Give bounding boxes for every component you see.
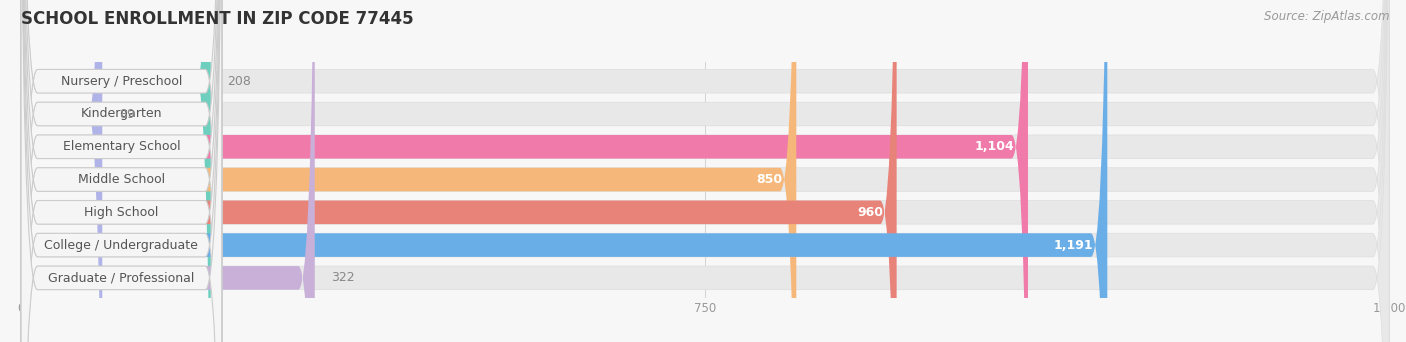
Text: Kindergarten: Kindergarten — [80, 107, 162, 120]
FancyBboxPatch shape — [21, 0, 211, 342]
Text: 960: 960 — [856, 206, 883, 219]
Text: Source: ZipAtlas.com: Source: ZipAtlas.com — [1264, 10, 1389, 23]
Text: 322: 322 — [332, 271, 354, 285]
FancyBboxPatch shape — [21, 0, 222, 342]
Text: SCHOOL ENROLLMENT IN ZIP CODE 77445: SCHOOL ENROLLMENT IN ZIP CODE 77445 — [21, 10, 413, 28]
Text: College / Undergraduate: College / Undergraduate — [45, 239, 198, 252]
FancyBboxPatch shape — [21, 0, 1389, 342]
FancyBboxPatch shape — [21, 0, 222, 342]
FancyBboxPatch shape — [21, 0, 1389, 342]
FancyBboxPatch shape — [21, 0, 1389, 342]
Text: Graduate / Professional: Graduate / Professional — [48, 271, 194, 285]
Text: Nursery / Preschool: Nursery / Preschool — [60, 75, 183, 88]
Text: 850: 850 — [756, 173, 783, 186]
Text: High School: High School — [84, 206, 159, 219]
FancyBboxPatch shape — [21, 0, 222, 342]
FancyBboxPatch shape — [21, 0, 1389, 342]
Text: 89: 89 — [118, 107, 135, 120]
Text: 1,104: 1,104 — [974, 140, 1014, 153]
FancyBboxPatch shape — [21, 0, 1389, 342]
Text: 1,191: 1,191 — [1054, 239, 1094, 252]
FancyBboxPatch shape — [21, 0, 1389, 342]
FancyBboxPatch shape — [21, 0, 1028, 342]
FancyBboxPatch shape — [21, 0, 222, 342]
FancyBboxPatch shape — [21, 0, 897, 342]
FancyBboxPatch shape — [21, 0, 1389, 342]
FancyBboxPatch shape — [21, 0, 103, 342]
FancyBboxPatch shape — [21, 0, 315, 342]
Text: 208: 208 — [228, 75, 252, 88]
Text: Elementary School: Elementary School — [63, 140, 180, 153]
FancyBboxPatch shape — [21, 0, 222, 342]
FancyBboxPatch shape — [21, 0, 796, 342]
FancyBboxPatch shape — [21, 0, 222, 342]
FancyBboxPatch shape — [21, 0, 222, 342]
Text: Middle School: Middle School — [77, 173, 165, 186]
FancyBboxPatch shape — [21, 0, 1108, 342]
